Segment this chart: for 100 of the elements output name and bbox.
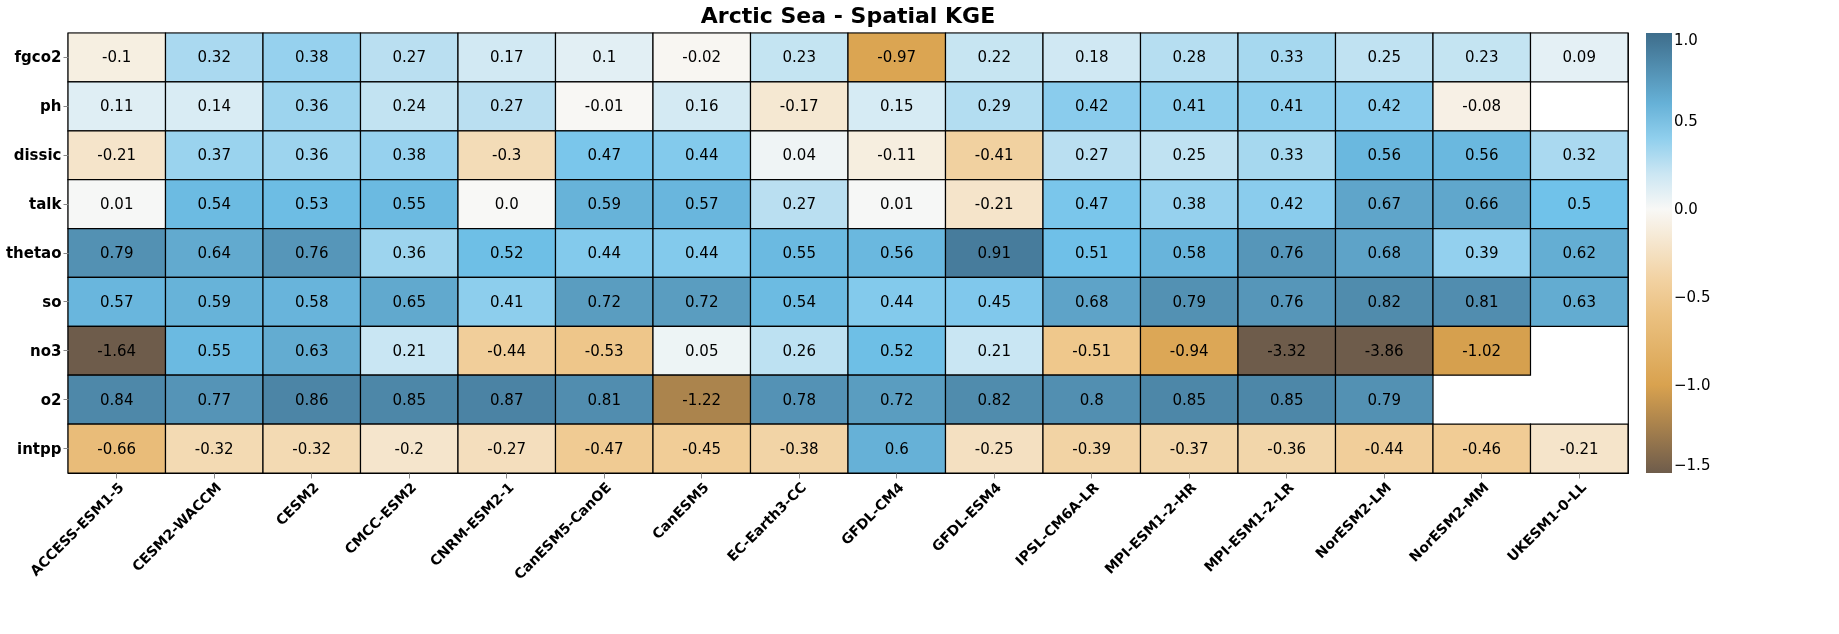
data-label: 0.42: [1075, 97, 1109, 116]
data-label: -0.11: [877, 146, 917, 165]
data-label: 0.44: [685, 146, 719, 165]
data-label: -0.47: [584, 439, 624, 458]
data-label: 0.38: [295, 48, 329, 67]
data-label: 0.18: [1075, 48, 1109, 67]
data-label: 0.52: [490, 244, 524, 262]
data-label: 0.85: [392, 390, 426, 409]
data-label: 0.38: [1172, 195, 1206, 214]
data-label: 0.54: [782, 292, 816, 311]
data-label: 0.57: [100, 292, 134, 311]
data-label: 0.37: [197, 146, 231, 165]
data-label: -0.25: [974, 439, 1014, 458]
data-label: -0.17: [779, 97, 819, 116]
data-label: 0.81: [587, 390, 621, 409]
data-label: -0.53: [584, 341, 624, 360]
data-label: -0.94: [1169, 341, 1209, 360]
data-label: 0.63: [295, 341, 329, 360]
data-label: -0.41: [974, 146, 1014, 165]
data-label: 0.81: [1465, 292, 1499, 311]
data-label: -1.64: [97, 341, 137, 360]
data-label: 0.26: [782, 341, 816, 360]
data-label: -0.51: [1072, 341, 1112, 360]
data-label: 0.82: [1367, 292, 1401, 311]
data-label: 0.55: [782, 244, 816, 262]
data-label: 0.16: [685, 97, 719, 116]
data-label: 0.53: [295, 195, 329, 214]
data-label: 0.87: [490, 390, 524, 409]
data-label: 0.64: [197, 244, 231, 262]
data-label: -0.66: [97, 439, 137, 458]
data-label: 0.32: [197, 48, 231, 67]
data-label: -1.02: [1462, 341, 1502, 360]
data-label: 0.72: [587, 292, 621, 311]
data-label: -0.2: [394, 439, 424, 458]
data-label: -0.02: [682, 48, 722, 67]
data-label: 0.55: [197, 341, 231, 360]
data-label: 0.32: [1562, 146, 1596, 165]
data-label: 0.67: [1367, 195, 1401, 214]
y-tick-label: so: [42, 292, 62, 311]
color-bar-label: −1.0: [1674, 376, 1711, 394]
y-tick-label: o2: [40, 390, 62, 409]
data-label: 0.42: [1270, 195, 1304, 214]
data-label: 0.17: [490, 48, 524, 67]
data-label: -0.08: [1462, 97, 1502, 116]
data-label: -0.37: [1169, 439, 1209, 458]
data-label: 0.65: [392, 292, 426, 311]
data-label: 0.25: [1172, 146, 1206, 165]
color-bar-label: −1.5: [1674, 456, 1711, 474]
data-label: 0.41: [1270, 97, 1304, 116]
data-label: 0.36: [392, 244, 426, 262]
data-label: 0.79: [100, 244, 134, 262]
data-label: 0.55: [392, 195, 426, 214]
data-label: -0.45: [682, 439, 722, 458]
data-label: 0.15: [880, 97, 914, 116]
data-label: 0.79: [1172, 292, 1206, 311]
data-label: 0.36: [295, 97, 329, 116]
y-tick-label: fgco2: [14, 48, 62, 67]
data-label: 0.72: [685, 292, 719, 311]
data-label: -0.36: [1267, 439, 1307, 458]
data-label: 0.82: [977, 390, 1011, 409]
data-label: 0.14: [197, 97, 231, 116]
y-tick-label: dissic: [13, 146, 62, 165]
data-label: 0.39: [1465, 244, 1499, 262]
data-label: 0.62: [1562, 244, 1596, 262]
data-label: 0.85: [1270, 390, 1304, 409]
data-label: 0.58: [1172, 244, 1206, 262]
data-label: 0.38: [392, 146, 426, 165]
data-label: -0.97: [877, 48, 917, 67]
data-label: 0.91: [977, 244, 1011, 262]
data-label: 0.77: [197, 390, 231, 409]
data-label: 0.47: [587, 146, 621, 165]
data-label: 0.21: [977, 341, 1011, 360]
data-label: 0.42: [1367, 97, 1401, 116]
data-label: 0.66: [1465, 195, 1499, 214]
data-label: 0.54: [197, 195, 231, 214]
data-label: 0.56: [1367, 146, 1401, 165]
data-label: 0.33: [1270, 146, 1304, 165]
data-label: 0.25: [1367, 48, 1401, 67]
data-label: 0.22: [977, 48, 1011, 67]
data-label: 0.76: [1270, 244, 1304, 262]
data-label: -0.32: [194, 439, 234, 458]
data-label: 0.72: [880, 390, 914, 409]
data-label: -0.21: [97, 146, 137, 165]
data-label: 0.44: [880, 292, 914, 311]
data-label: 0.51: [1075, 244, 1109, 262]
y-tick-label: intpp: [17, 439, 62, 458]
data-label: -0.46: [1462, 439, 1502, 458]
data-label: -0.32: [292, 439, 332, 458]
data-label: 0.59: [587, 195, 621, 214]
data-label: -0.21: [974, 195, 1014, 214]
data-label: 0.09: [1562, 48, 1596, 67]
data-label: 0.76: [1270, 292, 1304, 311]
color-bar-label: 1.0: [1674, 31, 1698, 49]
data-label: 0.84: [100, 390, 134, 409]
data-label: 0.79: [1367, 390, 1401, 409]
data-label: 0.44: [685, 244, 719, 262]
y-tick-label: ph: [40, 97, 62, 116]
data-label: 0.8: [1079, 390, 1104, 409]
data-label: 0.01: [100, 195, 134, 214]
data-label: 0.41: [490, 292, 524, 311]
